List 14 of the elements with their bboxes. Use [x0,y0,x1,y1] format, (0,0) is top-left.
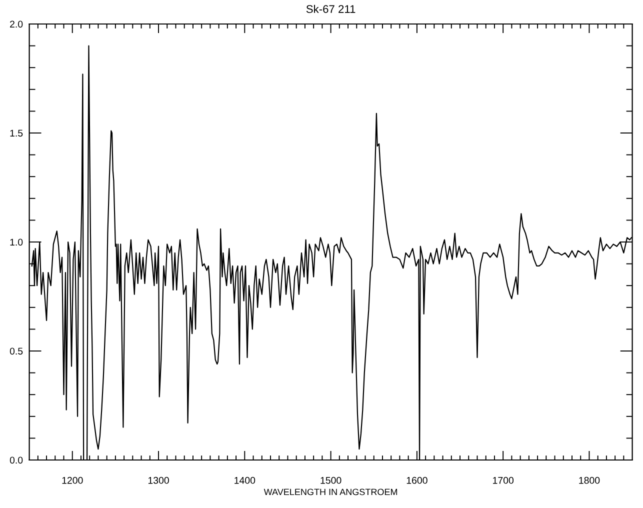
x-tick-label: 1700 [493,476,514,484]
x-tick-label: 1600 [406,476,428,484]
y-tick-label: 1.5 [10,130,23,137]
y-tick-label: 2.0 [10,20,23,28]
x-tick-label: 1300 [148,476,169,484]
x-tick-label: 1500 [320,476,342,484]
x-axis-title: WAVELENGTH IN ANGSTROEM [264,488,398,496]
x-tick-label: 1400 [234,476,256,484]
x-tick-label: 1200 [62,476,83,484]
y-tick-label: 0.0 [10,456,23,464]
y-tick-label: 1.0 [10,238,23,246]
x-tick-label: 1800 [579,476,600,484]
chart-title: Sk-67 211 [306,4,356,13]
y-tick-label: 0.5 [10,348,23,355]
